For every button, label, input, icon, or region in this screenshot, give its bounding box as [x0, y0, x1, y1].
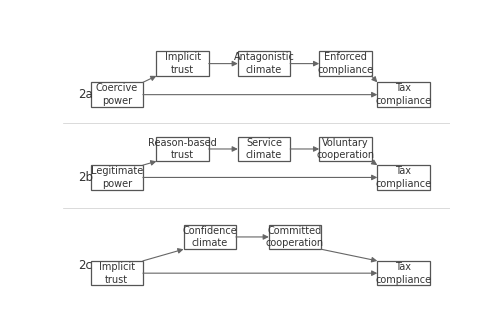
- FancyBboxPatch shape: [156, 51, 209, 76]
- FancyBboxPatch shape: [319, 137, 372, 161]
- Text: Tax
compliance: Tax compliance: [376, 262, 432, 285]
- Text: Committed
cooperation: Committed cooperation: [266, 225, 324, 248]
- FancyBboxPatch shape: [319, 51, 372, 76]
- FancyBboxPatch shape: [184, 225, 236, 249]
- Text: Coercive
power: Coercive power: [96, 83, 138, 106]
- FancyBboxPatch shape: [90, 82, 143, 107]
- Text: Implicit
trust: Implicit trust: [164, 52, 200, 75]
- FancyBboxPatch shape: [269, 225, 321, 249]
- FancyBboxPatch shape: [378, 261, 430, 286]
- FancyBboxPatch shape: [238, 51, 290, 76]
- Text: 2b: 2b: [78, 171, 93, 184]
- Text: 2a: 2a: [78, 88, 93, 101]
- Text: 2c: 2c: [78, 259, 92, 272]
- FancyBboxPatch shape: [90, 261, 143, 286]
- Text: Antagonistic
climate: Antagonistic climate: [234, 52, 294, 75]
- Text: Implicit
trust: Implicit trust: [98, 262, 135, 285]
- FancyBboxPatch shape: [378, 165, 430, 190]
- FancyBboxPatch shape: [156, 137, 209, 161]
- FancyBboxPatch shape: [90, 165, 143, 190]
- Text: Tax
compliance: Tax compliance: [376, 166, 432, 189]
- FancyBboxPatch shape: [378, 82, 430, 107]
- FancyBboxPatch shape: [238, 137, 290, 161]
- Text: Tax
compliance: Tax compliance: [376, 83, 432, 106]
- Text: Enforced
compliance: Enforced compliance: [318, 52, 374, 75]
- Text: Voluntary
cooperation: Voluntary cooperation: [316, 137, 374, 160]
- Text: Confidence
climate: Confidence climate: [182, 225, 237, 248]
- Text: Service
climate: Service climate: [246, 137, 282, 160]
- Text: Legitimate
power: Legitimate power: [90, 166, 143, 189]
- Text: Reason-based
trust: Reason-based trust: [148, 137, 217, 160]
